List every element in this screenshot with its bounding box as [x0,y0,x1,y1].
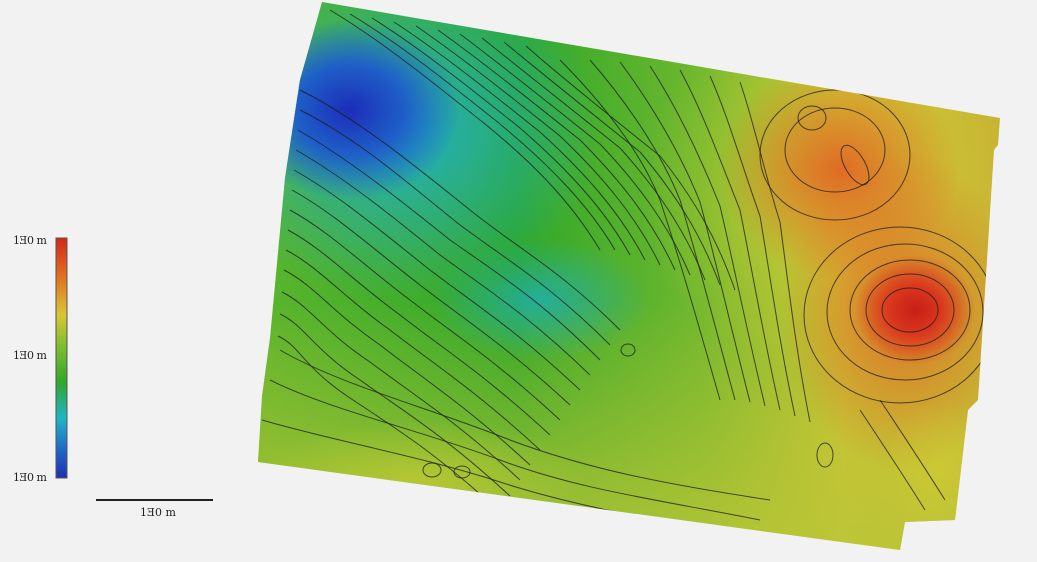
legend-color-bar [55,237,68,479]
legend-min-label: 1Ǝ0 m [13,471,47,484]
terrain-surface [258,2,1000,550]
scale-bar-label: 1Ǝ0 m [140,506,176,519]
scale-bar [96,499,213,501]
legend-max-label: 1Ǝ0 m [13,234,47,247]
legend-mid-label: 1Ǝ0 m [13,349,47,362]
contour-lines [261,9,997,541]
